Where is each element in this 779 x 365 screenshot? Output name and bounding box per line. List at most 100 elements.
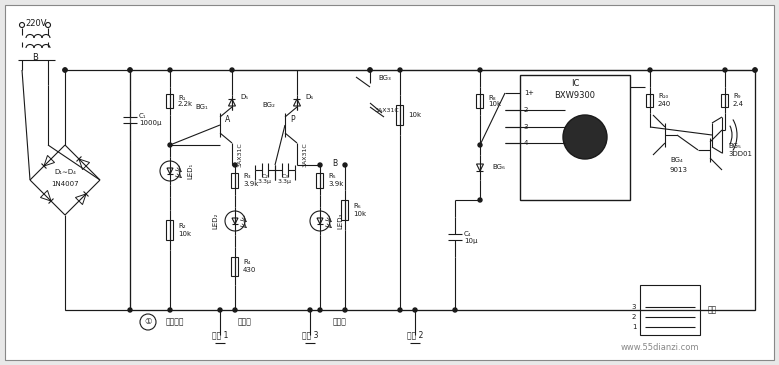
Circle shape (753, 68, 757, 72)
Circle shape (398, 308, 402, 312)
Text: 2: 2 (632, 314, 636, 320)
Text: P: P (291, 115, 295, 124)
Text: ①: ① (144, 318, 152, 327)
Circle shape (478, 143, 482, 147)
Circle shape (723, 68, 727, 72)
Text: 9013: 9013 (670, 167, 688, 173)
Circle shape (128, 308, 132, 312)
Text: R₃
3.9k: R₃ 3.9k (243, 173, 259, 187)
Circle shape (753, 68, 757, 72)
Bar (520, 75, 630, 200)
Text: BG₆: BG₆ (492, 164, 505, 170)
Text: BG₅
3DD01: BG₅ 3DD01 (728, 143, 752, 157)
Text: LED₃: LED₃ (337, 213, 343, 229)
Text: 3: 3 (632, 304, 636, 310)
Text: C₄
10μ: C₄ 10μ (464, 231, 478, 243)
Circle shape (218, 308, 222, 312)
Circle shape (128, 68, 132, 72)
Bar (130, 70, 755, 310)
Circle shape (168, 308, 172, 312)
Text: 水位高: 水位高 (238, 318, 252, 327)
Text: 220V: 220V (25, 19, 47, 27)
Text: C₂
3.3μ: C₂ 3.3μ (258, 174, 272, 184)
Text: 1: 1 (523, 90, 528, 96)
Bar (341, 200, 348, 220)
Text: BG₃: BG₃ (378, 75, 391, 81)
Text: R₄
430: R₄ 430 (243, 260, 256, 273)
Text: BG₂: BG₂ (262, 102, 275, 108)
Circle shape (63, 68, 67, 72)
Text: 1: 1 (632, 324, 636, 330)
Text: 4: 4 (523, 140, 528, 146)
Text: B: B (332, 158, 337, 168)
Text: 电极 3: 电极 3 (301, 330, 319, 339)
Text: BG₁: BG₁ (196, 104, 208, 110)
Bar (640, 285, 700, 335)
Text: 水箱: 水箱 (707, 306, 717, 315)
Circle shape (233, 163, 237, 167)
Circle shape (318, 308, 322, 312)
Circle shape (563, 115, 607, 159)
Text: 电源指示: 电源指示 (166, 318, 185, 327)
Circle shape (128, 68, 132, 72)
Text: R₉
2.4: R₉ 2.4 (733, 93, 744, 107)
Bar (647, 93, 654, 107)
Text: R₆
10k: R₆ 10k (353, 204, 366, 216)
Text: 3AX31C: 3AX31C (238, 143, 242, 168)
Circle shape (233, 308, 237, 312)
Text: BG₄: BG₄ (670, 157, 682, 163)
Circle shape (648, 68, 652, 72)
Text: 电极 2: 电极 2 (407, 330, 423, 339)
Text: LED₂: LED₂ (212, 213, 218, 229)
Text: 3: 3 (523, 124, 528, 130)
Bar (721, 93, 728, 107)
Circle shape (168, 143, 172, 147)
Circle shape (368, 68, 372, 72)
Text: www.55dianzi.com: www.55dianzi.com (621, 342, 700, 351)
Circle shape (318, 163, 322, 167)
Text: R₁₀
240: R₁₀ 240 (658, 93, 671, 107)
Circle shape (308, 308, 312, 312)
Text: D₆: D₆ (305, 94, 313, 100)
Circle shape (368, 68, 372, 72)
Text: C₁
1000μ: C₁ 1000μ (139, 114, 161, 127)
Circle shape (230, 68, 234, 72)
Text: IC: IC (571, 78, 580, 88)
Circle shape (413, 308, 417, 312)
Text: R₂
10k: R₂ 10k (178, 223, 191, 237)
Text: D₅: D₅ (240, 94, 249, 100)
Circle shape (453, 308, 457, 312)
Circle shape (398, 68, 402, 72)
Circle shape (343, 308, 347, 312)
Text: 3AX31C: 3AX31C (375, 108, 400, 112)
Text: +: + (527, 90, 533, 96)
Bar (231, 257, 238, 276)
Circle shape (63, 68, 67, 72)
Text: 1N4007: 1N4007 (51, 181, 79, 187)
Text: 10k: 10k (408, 112, 421, 118)
Text: 2: 2 (523, 107, 528, 113)
Circle shape (478, 198, 482, 202)
Circle shape (478, 68, 482, 72)
Circle shape (168, 68, 172, 72)
Bar (397, 105, 404, 125)
Text: LED₁: LED₁ (187, 163, 193, 179)
Text: 3AX31C: 3AX31C (302, 143, 308, 168)
Bar (316, 173, 323, 188)
Text: -: - (529, 140, 531, 146)
Text: R₈
10k: R₈ 10k (488, 95, 501, 108)
Text: 水位低: 水位低 (333, 318, 347, 327)
Circle shape (343, 163, 347, 167)
Text: B: B (32, 53, 38, 61)
Text: BXW9300: BXW9300 (555, 91, 595, 100)
Text: D₁∼D₄: D₁∼D₄ (54, 169, 76, 175)
Bar (231, 173, 238, 188)
Bar (167, 94, 174, 108)
Text: R₅
3.9k: R₅ 3.9k (328, 173, 344, 187)
Text: A: A (225, 115, 231, 124)
Text: R₁
2.2k: R₁ 2.2k (178, 95, 193, 108)
Text: C₃
3.3μ: C₃ 3.3μ (278, 174, 292, 184)
Text: 电极 1: 电极 1 (212, 330, 228, 339)
Bar (477, 94, 484, 108)
Bar (167, 220, 174, 240)
